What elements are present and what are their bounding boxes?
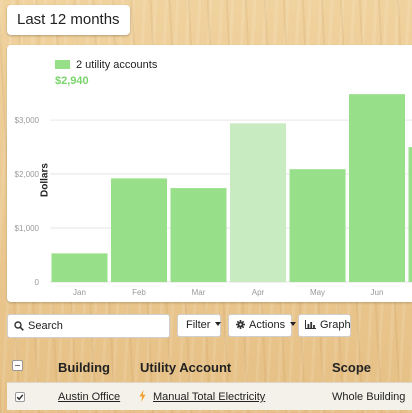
- filter-button[interactable]: Filter: [177, 314, 222, 337]
- period-dropdown-button[interactable]: Last 12 months: [7, 5, 130, 51]
- search-input[interactable]: [24, 315, 172, 337]
- y-axis-title: Dollars: [39, 163, 51, 197]
- lightning-bolt-icon: [139, 390, 146, 402]
- column-header-building[interactable]: Building: [58, 360, 110, 375]
- chart-bar-may[interactable]: [289, 169, 346, 282]
- legend-label: 2 utility accounts: [76, 59, 158, 71]
- x-tick-label: May: [310, 288, 325, 297]
- y-tick-label: $1,000: [15, 224, 40, 233]
- select-all-checkbox[interactable]: [12, 360, 23, 371]
- chart-bar-jul[interactable]: [408, 147, 412, 282]
- chart-bar-apr[interactable]: [230, 123, 286, 282]
- period-label: Last 12 months: [17, 11, 120, 28]
- row-checkbox[interactable]: [15, 392, 25, 402]
- table-row[interactable]: Austin Office Manual Total Electricity W…: [7, 382, 412, 410]
- table-header: Building Utility Account Scope: [0, 352, 412, 382]
- chart-bar-jun[interactable]: [349, 94, 405, 282]
- search-icon: [14, 321, 24, 331]
- y-tick-label: $3,000: [15, 116, 40, 125]
- chart-bar-jan[interactable]: [51, 253, 108, 282]
- actions-label: Actions: [249, 319, 286, 331]
- column-header-utility-account[interactable]: Utility Account: [140, 360, 232, 375]
- actions-button[interactable]: Actions: [228, 314, 297, 337]
- column-header-scope[interactable]: Scope: [332, 360, 372, 375]
- chart-panel: 0$1,000$2,000$3,000JanFebMarAprMayJunJul…: [7, 45, 412, 302]
- building-link[interactable]: Austin Office: [58, 391, 121, 403]
- checkmark-icon: [16, 394, 24, 401]
- graph-button[interactable]: Graph: [298, 314, 351, 337]
- x-tick-label: Jun: [371, 288, 384, 297]
- bar-chart: 0$1,000$2,000$3,000JanFebMarAprMayJunJul: [15, 94, 412, 297]
- x-tick-label: Apr: [252, 288, 265, 297]
- search-field[interactable]: [7, 314, 172, 338]
- chart-total: $2,940: [55, 75, 89, 87]
- caret-down-icon: [215, 322, 222, 326]
- filter-label: Filter: [186, 319, 211, 331]
- chart-legend: 2 utility accounts: [55, 59, 157, 71]
- gear-icon: [236, 320, 245, 329]
- bar-chart-icon: [305, 320, 316, 329]
- x-tick-label: Jan: [73, 288, 86, 297]
- chart-bar-feb[interactable]: [111, 178, 167, 282]
- x-tick-label: Mar: [192, 288, 206, 297]
- graph-label: Graph: [320, 319, 351, 331]
- legend-swatch: [55, 60, 70, 69]
- y-tick-label: $2,000: [15, 170, 40, 179]
- scope-value: Whole Building: [332, 391, 406, 403]
- utility-account-link[interactable]: Manual Total Electricity: [153, 391, 266, 403]
- caret-down-icon: [290, 322, 297, 326]
- x-tick-label: Feb: [132, 288, 146, 297]
- chart-bar-mar[interactable]: [170, 188, 227, 282]
- y-tick-label: 0: [35, 278, 40, 287]
